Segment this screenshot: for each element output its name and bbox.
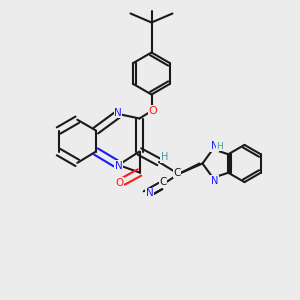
Text: O: O bbox=[148, 106, 158, 116]
Text: O: O bbox=[115, 178, 124, 188]
Text: C: C bbox=[159, 177, 167, 188]
Text: C: C bbox=[173, 167, 181, 178]
Text: N: N bbox=[211, 141, 218, 151]
Text: H: H bbox=[216, 142, 223, 151]
Text: N: N bbox=[146, 188, 153, 198]
Text: N: N bbox=[114, 107, 122, 118]
Text: N: N bbox=[211, 176, 218, 186]
Text: H: H bbox=[161, 152, 168, 163]
Text: N: N bbox=[115, 160, 122, 171]
